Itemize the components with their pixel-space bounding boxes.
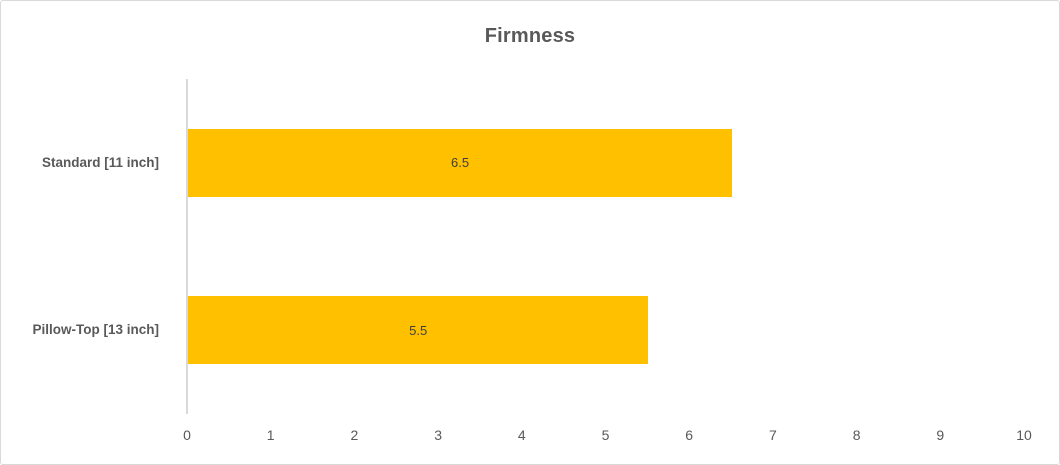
x-tick-label: 10 <box>1016 427 1032 443</box>
x-tick-label: 8 <box>852 427 861 443</box>
x-tick-label: 0 <box>183 427 191 443</box>
bar-data-label: 5.5 <box>409 322 428 338</box>
x-tick-label: 2 <box>350 427 359 443</box>
x-tick-label: 5 <box>601 427 610 443</box>
category-label: Standard [11 inch] <box>41 154 159 170</box>
x-tick-label: 7 <box>768 427 777 443</box>
bar: 5.5 <box>188 296 649 365</box>
x-tick-label: 1 <box>266 427 275 443</box>
y-axis-line <box>186 79 188 414</box>
x-tick-label: 9 <box>936 427 945 443</box>
x-tick-label: 3 <box>434 427 442 443</box>
x-tick-label: 6 <box>685 427 694 443</box>
x-tick-label: 4 <box>517 427 526 443</box>
chart-title: Firmness <box>484 25 576 47</box>
category-label: Pillow-Top [13 inch] <box>32 322 160 338</box>
bar: 6.5 <box>188 128 733 197</box>
bar-data-label: 6.5 <box>450 155 470 171</box>
